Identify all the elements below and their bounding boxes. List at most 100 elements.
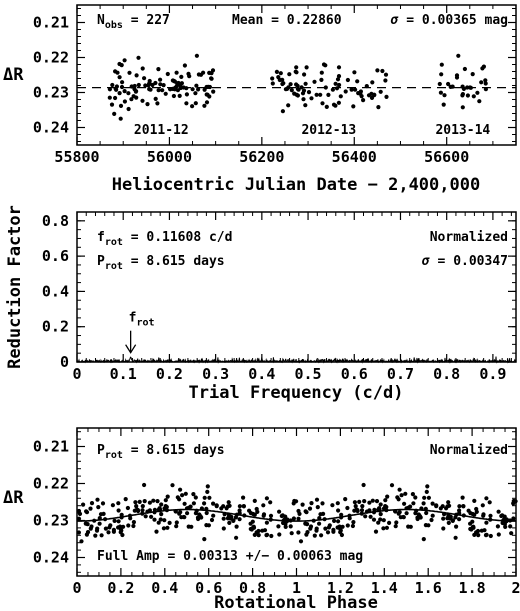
data-point — [332, 518, 337, 524]
data-point — [502, 521, 507, 527]
data-point — [122, 58, 127, 63]
data-point — [248, 521, 253, 526]
data-point — [81, 502, 86, 507]
data-point — [277, 509, 282, 514]
data-point — [289, 531, 294, 536]
data-point — [320, 501, 325, 506]
data-point — [465, 93, 470, 98]
data-point — [334, 86, 340, 91]
data-point — [355, 79, 360, 84]
data-point — [470, 72, 475, 77]
data-point — [251, 524, 256, 529]
data-point — [142, 76, 147, 81]
data-point — [380, 68, 385, 74]
data-point — [475, 528, 481, 534]
data-point — [378, 502, 383, 507]
data-point — [468, 510, 473, 516]
data-point — [156, 67, 161, 72]
data-point — [163, 498, 168, 503]
data-point — [182, 63, 187, 68]
data-point — [472, 498, 477, 503]
data-point — [471, 94, 476, 99]
data-point — [174, 524, 179, 529]
data-point — [136, 82, 141, 88]
panel-phased: 0 0.2 0.4 0.6 0.8 1 1.2 1.4 1.6 1.8 2 0.21 0.22 0.23… — [3, 427, 520, 611]
data-point — [207, 70, 212, 75]
data-point — [304, 510, 309, 515]
panel-time-series: 55800 56000 56200 56400 56600 0.210.220.230.… — [3, 4, 517, 195]
data-point — [337, 82, 342, 88]
data-point — [306, 90, 312, 95]
data-point — [165, 494, 170, 499]
data-point — [228, 516, 233, 521]
data-point — [113, 69, 118, 74]
season-label: 2013-14 — [435, 123, 490, 138]
data-point — [383, 504, 388, 509]
data-point — [295, 86, 300, 92]
data-point — [209, 517, 215, 523]
data-point — [131, 523, 136, 529]
data-point — [387, 520, 392, 526]
data-point — [252, 512, 257, 517]
data-point — [383, 78, 388, 83]
data-point — [184, 101, 189, 106]
data-point — [292, 498, 297, 504]
y-tick-label: 0.22 — [33, 49, 69, 67]
data-point — [117, 61, 122, 67]
data-point — [148, 87, 153, 92]
data-point — [183, 491, 188, 496]
data-point — [393, 524, 398, 529]
data-point — [323, 85, 328, 90]
data-point — [319, 70, 324, 75]
data-point — [132, 87, 137, 92]
data-point — [155, 101, 160, 106]
y-tick-label: 0 — [60, 353, 69, 371]
data-point — [345, 523, 350, 528]
y-tick-label: 0.6 — [42, 247, 69, 265]
data-point — [319, 77, 324, 82]
data-point — [323, 63, 328, 68]
data-point — [193, 495, 198, 500]
data-point — [131, 520, 136, 525]
data-point — [383, 498, 388, 503]
x-tick-label: 56600 — [424, 148, 469, 166]
data-point — [269, 533, 274, 539]
data-point — [296, 516, 301, 521]
data-point — [163, 91, 168, 96]
data-point — [383, 72, 389, 77]
sigma-label-2: σ = 0.00347 — [421, 254, 508, 269]
data-point — [133, 500, 138, 505]
data-point — [158, 82, 163, 87]
panel1-x-tick-labels: 55800 56000 56200 56400 56600 — [54, 148, 469, 166]
data-point — [350, 523, 355, 529]
data-point — [174, 520, 179, 525]
data-point — [89, 501, 95, 506]
data-point — [320, 101, 325, 106]
data-point — [361, 482, 366, 488]
x-tick-label: 0.3 — [202, 365, 229, 383]
data-point — [426, 523, 431, 528]
data-point — [202, 501, 207, 506]
data-point — [122, 99, 127, 104]
data-point — [396, 497, 401, 502]
data-point — [429, 517, 434, 523]
data-point — [439, 62, 444, 67]
data-point — [472, 532, 477, 538]
data-point — [483, 78, 488, 83]
data-point — [352, 500, 357, 505]
x-tick-label: 0.2 — [107, 579, 134, 597]
data-point — [112, 518, 117, 524]
data-point — [324, 104, 329, 109]
data-point — [179, 515, 184, 520]
data-point — [314, 497, 320, 502]
data-point — [136, 55, 141, 60]
data-point — [277, 532, 282, 537]
data-point — [196, 87, 201, 92]
data-point — [111, 529, 116, 534]
data-point — [214, 503, 219, 508]
data-point — [198, 514, 203, 519]
data-point — [128, 516, 133, 521]
data-point — [234, 524, 239, 529]
x-tick-label: 0.6 — [195, 579, 222, 597]
data-point — [126, 91, 131, 96]
